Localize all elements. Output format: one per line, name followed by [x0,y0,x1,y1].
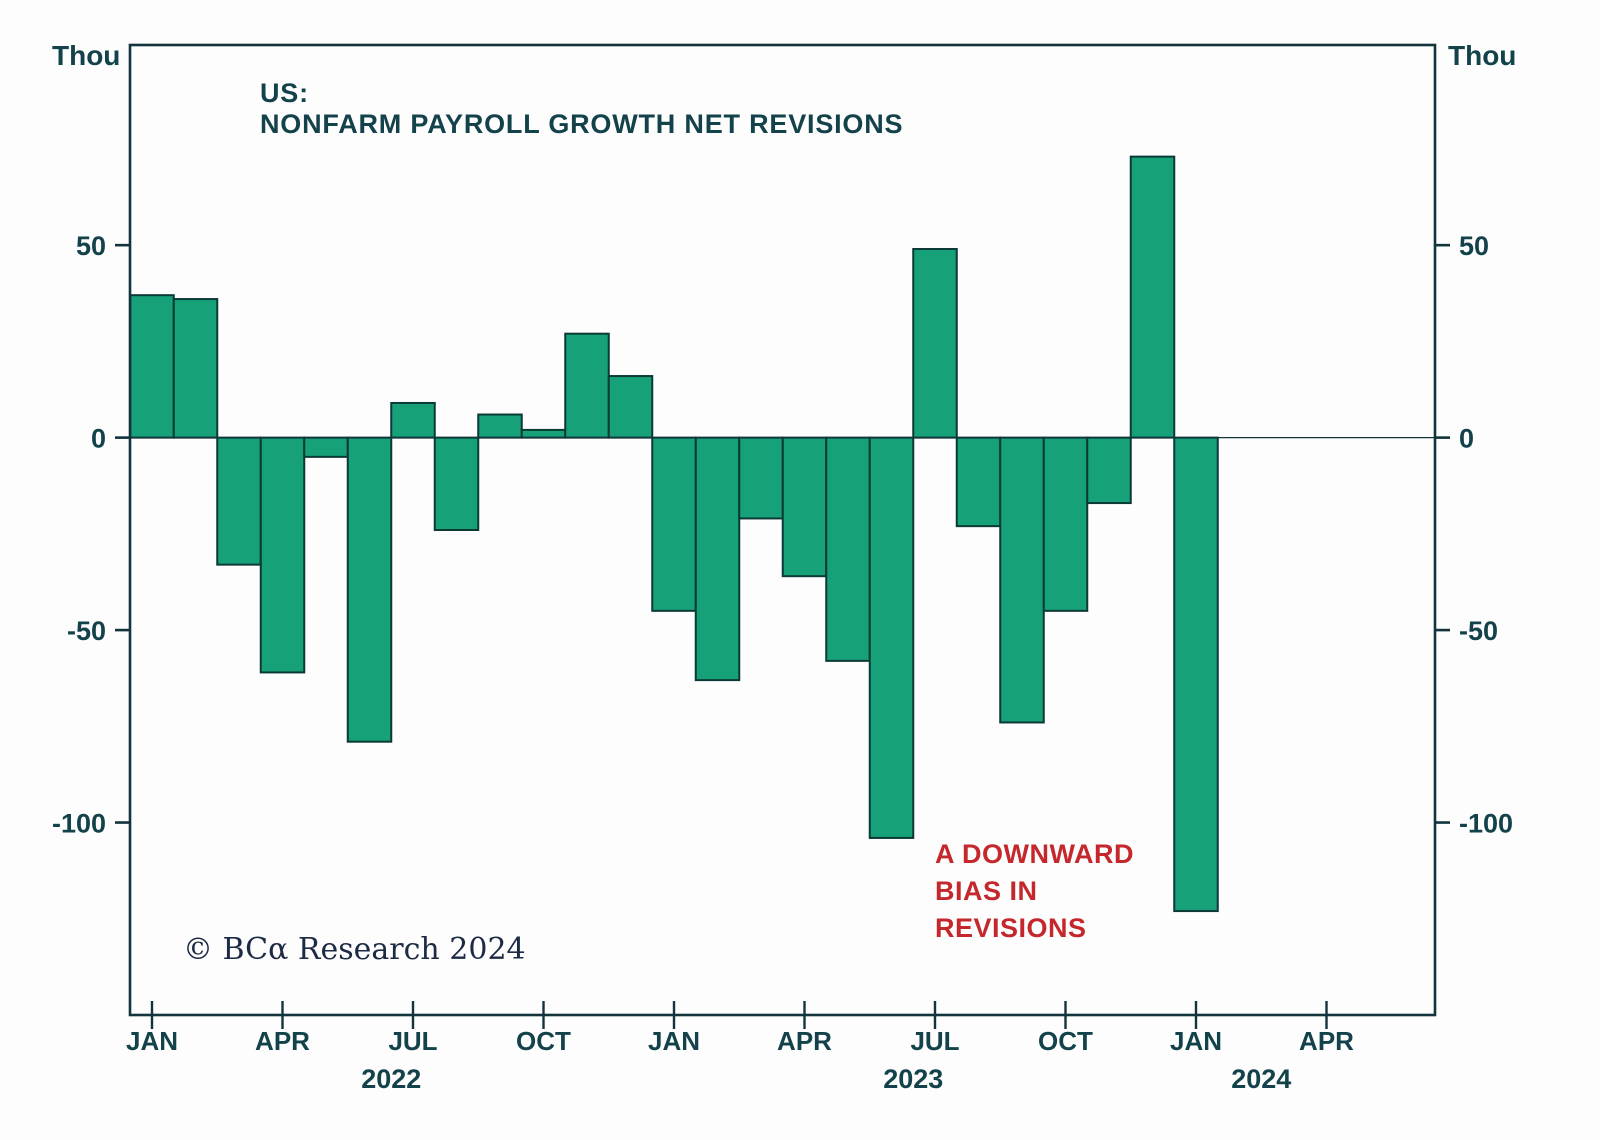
x-tick-label: OCT [1038,1026,1093,1056]
bar-dec-2023 [1129,155,1176,439]
x-tick-label: JAN [648,1026,700,1056]
x-tick-label: JAN [126,1026,178,1056]
bar-may-2023 [825,436,871,662]
bar-aug-2022 [433,436,480,531]
y-tick-label-right: 0 [1459,424,1474,454]
bar-jun-2023 [868,436,915,839]
bar-jan-2023 [651,436,697,612]
annotation-line2: BIAS IN [935,876,1038,906]
left-axis-unit-label: Thou [52,40,121,71]
bar-mar-2022 [216,436,262,566]
chart-title-line2: NONFARM PAYROLL GROWTH NET REVISIONS [260,109,904,139]
y-tick-label-left: -50 [67,616,106,646]
bar-oct-2022 [520,428,567,439]
year-label: 2023 [883,1064,943,1094]
bar-jul-2023 [912,248,958,439]
bar-jan-2022 [129,294,175,439]
bar-sep-2023 [999,436,1045,724]
x-tick-label: APR [255,1026,310,1056]
x-tick-label: OCT [516,1026,571,1056]
bar-nov-2023 [1086,436,1132,505]
y-tick-label-right: -100 [1459,809,1513,839]
bar-nov-2022 [564,332,610,439]
x-tick-label: JAN [1170,1026,1222,1056]
bar-aug-2023 [955,436,1002,528]
bar-jun-2022 [346,436,393,743]
y-tick-label-left: 0 [91,424,106,454]
bar-may-2022 [303,436,349,458]
bar-feb-2023 [694,436,741,682]
y-tick-label-right: -50 [1459,616,1498,646]
y-tick-label-left: 50 [76,231,106,261]
year-label: 2022 [361,1064,421,1094]
y-tick-label-right: 50 [1459,231,1489,261]
x-tick-label: APR [777,1026,832,1056]
annotation-line3: REVISIONS [935,913,1087,943]
plot-frame [128,43,1437,1017]
bar-jan-2024 [1173,436,1219,913]
x-tick-label: JUL [910,1026,959,1056]
bar-feb-2022 [172,298,219,439]
chart-title-line1: US: [260,78,309,108]
bar-jul-2022 [390,401,436,439]
bar-apr-2022 [259,436,306,674]
y-tick-label-left: -100 [52,809,106,839]
annotation-line1: A DOWNWARD [935,839,1134,869]
year-label: 2024 [1231,1064,1291,1094]
bar-oct-2023 [1042,436,1089,612]
bar-dec-2022 [607,375,654,439]
copyright-notice: © BCα Research 2024 [183,932,526,967]
bar-sep-2022 [477,413,523,439]
x-tick-label: JUL [388,1026,437,1056]
x-tick-label: APR [1299,1026,1354,1056]
right-axis-unit-label: Thou [1448,40,1517,71]
bar-mar-2023 [738,436,784,520]
bar-apr-2023 [781,436,828,578]
